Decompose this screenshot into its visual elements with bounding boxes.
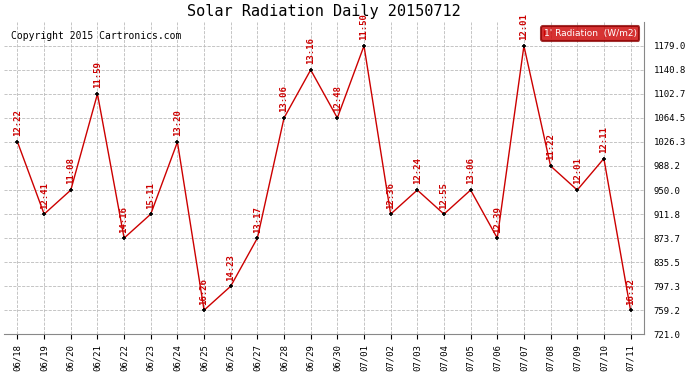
Text: 12:48: 12:48 bbox=[333, 86, 342, 112]
Point bbox=[359, 43, 370, 49]
Point bbox=[172, 139, 183, 145]
Point bbox=[92, 91, 103, 97]
Legend: 1' Radiation  (W/m2): 1' Radiation (W/m2) bbox=[541, 26, 640, 40]
Point bbox=[252, 235, 263, 241]
Point bbox=[279, 115, 290, 121]
Text: 11:22: 11:22 bbox=[546, 134, 555, 160]
Point bbox=[225, 283, 236, 289]
Text: 11:59: 11:59 bbox=[93, 62, 102, 88]
Point bbox=[545, 163, 556, 169]
Point bbox=[518, 43, 529, 49]
Text: 12:41: 12:41 bbox=[39, 182, 49, 209]
Text: 12:39: 12:39 bbox=[493, 206, 502, 232]
Text: 16:32: 16:32 bbox=[626, 278, 635, 304]
Text: 13:06: 13:06 bbox=[279, 86, 288, 112]
Point bbox=[438, 211, 449, 217]
Text: 12:55: 12:55 bbox=[440, 182, 449, 209]
Point bbox=[12, 139, 23, 145]
Text: 11:50: 11:50 bbox=[359, 13, 368, 40]
Point bbox=[119, 235, 130, 241]
Title: Solar Radiation Daily 20150712: Solar Radiation Daily 20150712 bbox=[187, 4, 461, 19]
Point bbox=[385, 211, 396, 217]
Text: 13:16: 13:16 bbox=[306, 38, 315, 64]
Point bbox=[66, 187, 77, 193]
Point bbox=[572, 187, 583, 193]
Text: 15:11: 15:11 bbox=[146, 182, 155, 209]
Point bbox=[145, 211, 156, 217]
Text: 12:24: 12:24 bbox=[413, 158, 422, 184]
Text: 12:01: 12:01 bbox=[573, 158, 582, 184]
Point bbox=[598, 156, 609, 162]
Point bbox=[39, 211, 50, 217]
Text: 14:16: 14:16 bbox=[119, 206, 128, 232]
Point bbox=[465, 187, 476, 193]
Text: 14:23: 14:23 bbox=[226, 254, 235, 280]
Point bbox=[199, 307, 210, 313]
Text: 12:01: 12:01 bbox=[520, 13, 529, 40]
Text: 12:22: 12:22 bbox=[13, 110, 22, 136]
Text: 13:17: 13:17 bbox=[253, 206, 262, 232]
Point bbox=[332, 115, 343, 121]
Point bbox=[412, 187, 423, 193]
Text: 16:26: 16:26 bbox=[199, 278, 208, 304]
Point bbox=[625, 307, 636, 313]
Text: 12:11: 12:11 bbox=[600, 126, 609, 153]
Text: 13:20: 13:20 bbox=[173, 110, 182, 136]
Text: Copyright 2015 Cartronics.com: Copyright 2015 Cartronics.com bbox=[10, 31, 181, 41]
Text: 12:36: 12:36 bbox=[386, 182, 395, 209]
Text: 11:08: 11:08 bbox=[66, 158, 75, 184]
Point bbox=[492, 235, 503, 241]
Text: 13:06: 13:06 bbox=[466, 158, 475, 184]
Point bbox=[305, 67, 316, 73]
